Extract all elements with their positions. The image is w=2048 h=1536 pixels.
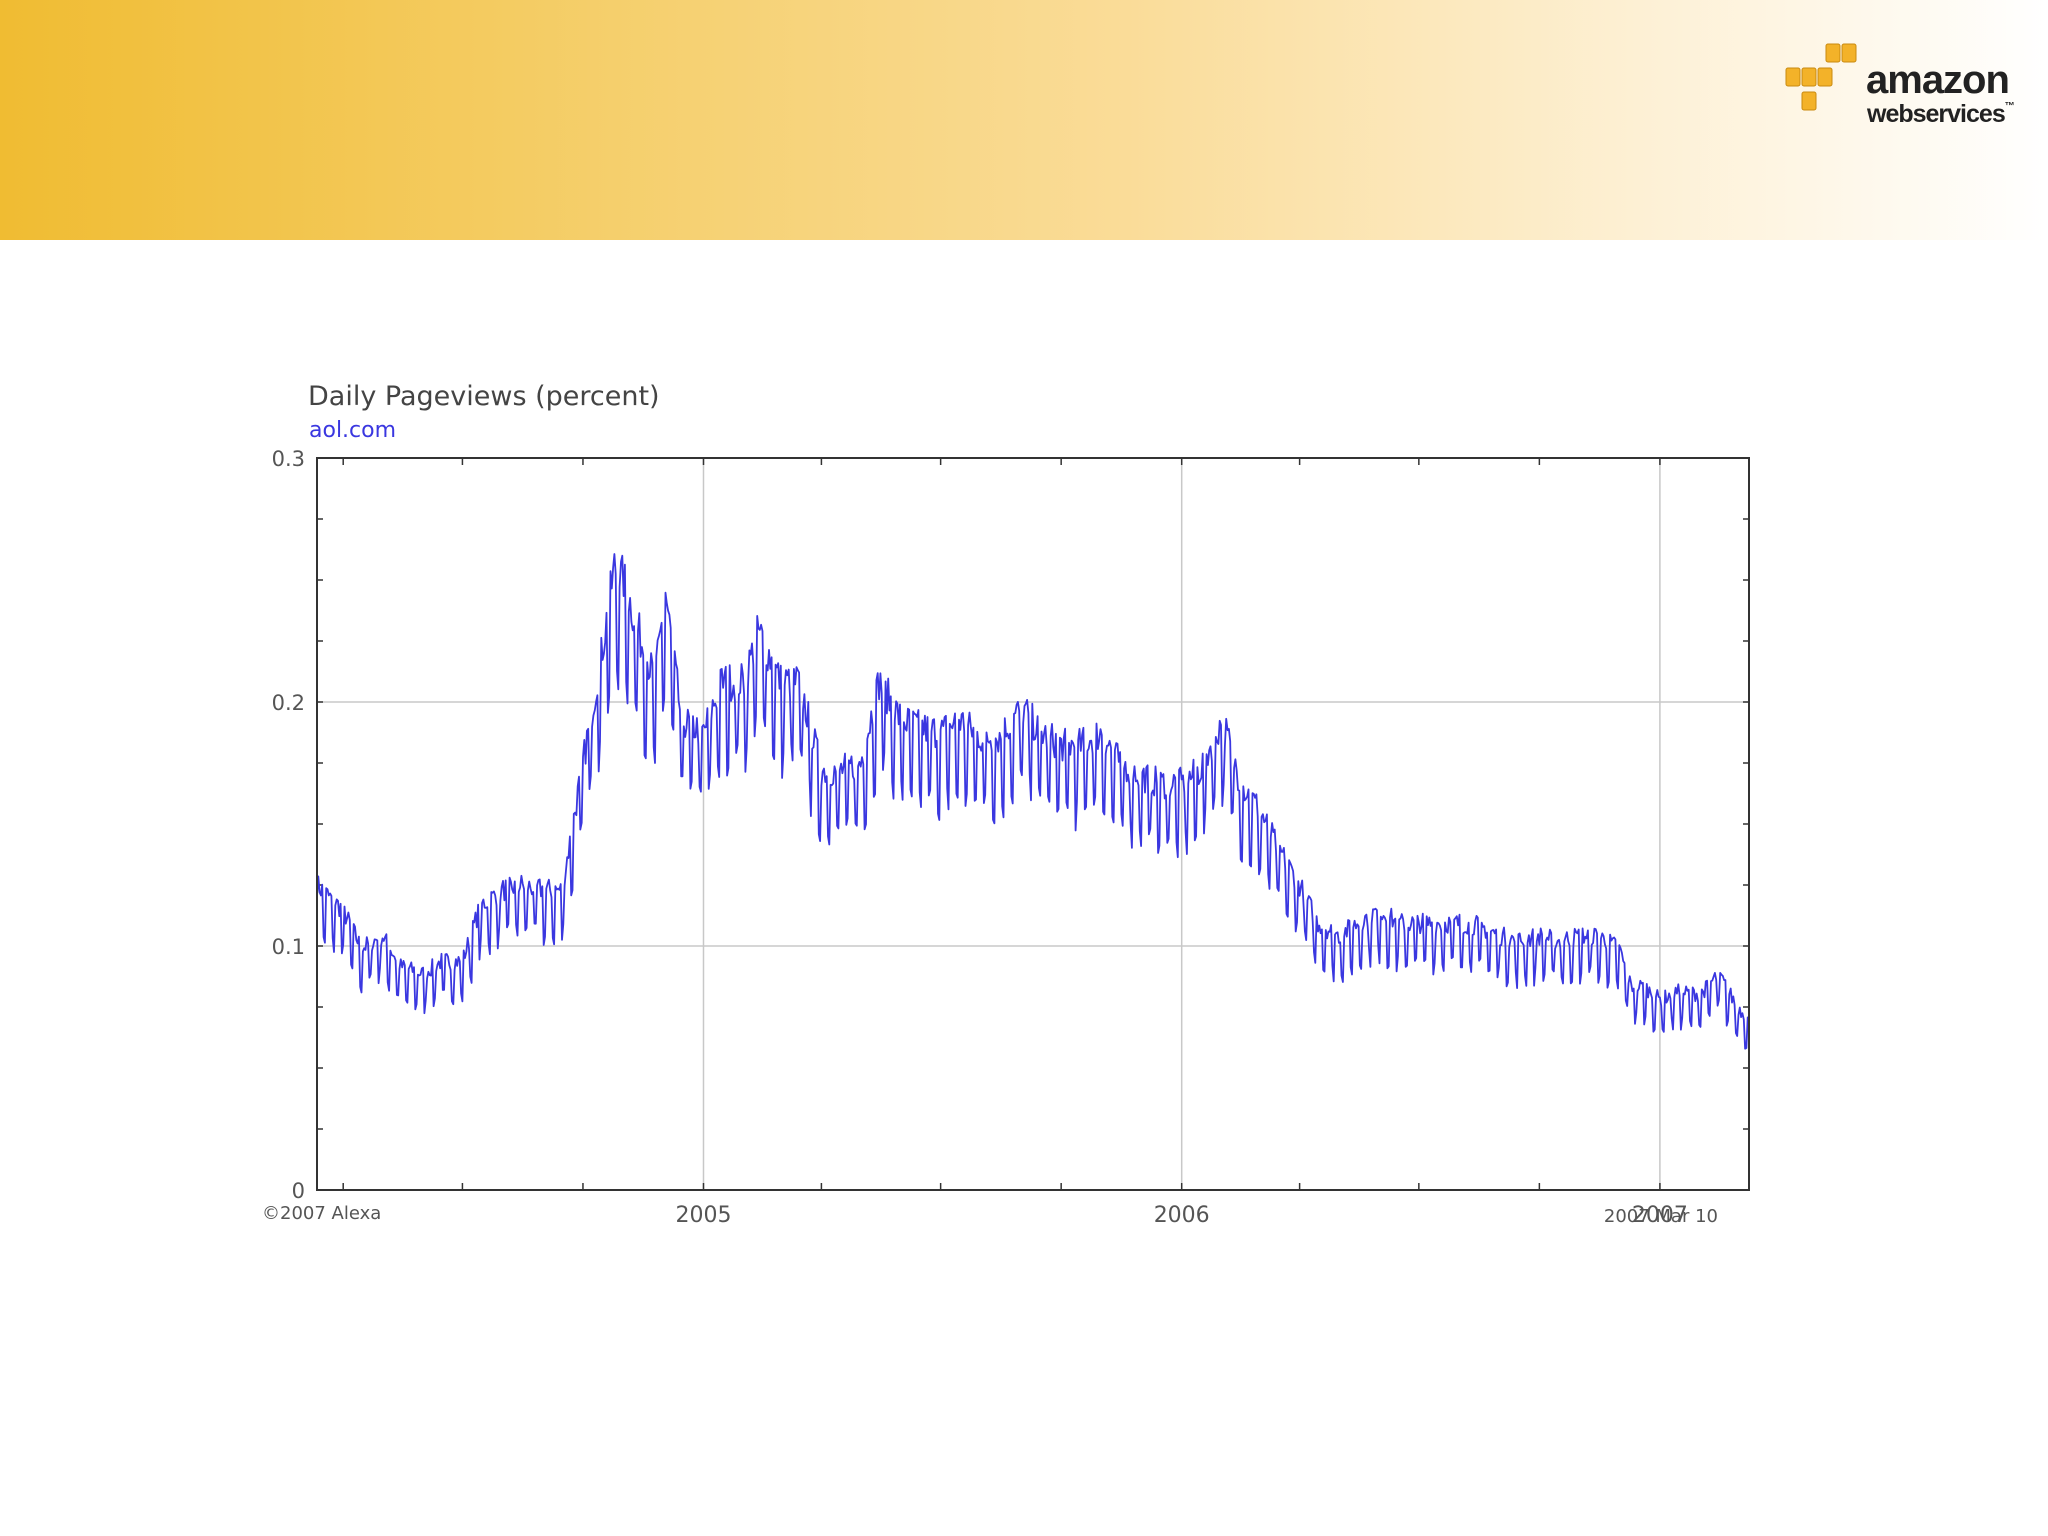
chart-subtitle-link[interactable]: aol.com bbox=[309, 418, 397, 443]
x-tick-label: 2005 bbox=[675, 1203, 731, 1228]
header-banner bbox=[0, 0, 2048, 240]
plot-frame bbox=[316, 457, 1750, 1191]
logo-wordmark-main: amazon bbox=[1866, 58, 2010, 102]
amazon-web-services-logo: amazon webservices™ bbox=[1780, 38, 2030, 138]
logo-cube bbox=[1825, 43, 1841, 63]
cube-stack-icon bbox=[1785, 43, 1857, 111]
date-stamp: 2007 Mar 10 bbox=[1603, 1206, 1718, 1227]
copyright-note: ©2007 Alexa bbox=[262, 1203, 382, 1224]
logo-cube bbox=[1801, 67, 1817, 87]
logo-cube bbox=[1841, 43, 1857, 63]
y-tick-label: 0.2 bbox=[272, 691, 305, 715]
y-tick-label: 0.3 bbox=[272, 447, 305, 471]
series-line-aol-pageviews bbox=[316, 553, 1750, 1050]
y-tick-label: 0.1 bbox=[272, 935, 305, 959]
y-tick-label: 0 bbox=[292, 1179, 305, 1203]
logo-cube bbox=[1801, 91, 1817, 111]
logo-cube bbox=[1785, 67, 1801, 87]
x-tick-label: 2006 bbox=[1154, 1203, 1210, 1228]
logo-cube bbox=[1817, 67, 1833, 87]
logo-wordmark-sub: webservices™ bbox=[1867, 100, 2015, 128]
chart-title: Daily Pageviews (percent) bbox=[308, 381, 660, 412]
